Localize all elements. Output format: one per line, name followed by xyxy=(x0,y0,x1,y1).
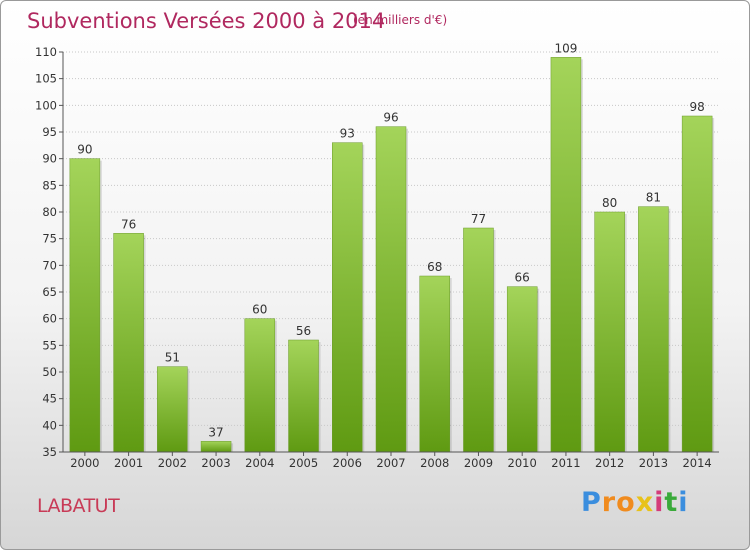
y-tick-label: 90 xyxy=(42,152,57,166)
y-tick-label: 100 xyxy=(35,98,57,112)
y-tick-label: 40 xyxy=(42,418,57,432)
bar xyxy=(332,142,363,453)
y-tick-label: 75 xyxy=(42,232,57,246)
bar-value-label: 77 xyxy=(471,212,486,226)
y-tick-label: 95 xyxy=(42,125,57,139)
y-tick-label: 55 xyxy=(42,338,57,352)
commune-name: LABATUT xyxy=(37,495,120,517)
y-tick-label: 35 xyxy=(42,445,57,459)
logo-letter: t xyxy=(664,487,679,518)
x-tick-label: 2014 xyxy=(682,456,711,470)
y-tick-label: 60 xyxy=(42,312,57,326)
bar-value-label: 109 xyxy=(554,41,577,55)
y-tick-label: 45 xyxy=(42,392,57,406)
x-tick-label: 2006 xyxy=(333,456,362,470)
bar-value-label: 56 xyxy=(296,324,311,338)
bar xyxy=(69,158,101,453)
bar-value-label: 76 xyxy=(121,217,136,231)
bar-value-label: 68 xyxy=(427,260,442,274)
y-tick-label: 80 xyxy=(42,205,57,219)
bar-value-label: 96 xyxy=(383,111,398,125)
y-tick-label: 105 xyxy=(35,72,57,86)
x-tick-label: 2002 xyxy=(158,456,187,470)
logo-letter: o xyxy=(616,487,636,518)
logo-letter: i xyxy=(678,487,689,518)
y-tick-label: 110 xyxy=(35,45,57,59)
bar-value-label: 60 xyxy=(252,303,267,317)
bar-value-label: 51 xyxy=(165,351,180,365)
bar xyxy=(244,318,276,453)
bar xyxy=(157,366,188,453)
x-tick-label: 2005 xyxy=(289,456,318,470)
bar-value-label: 90 xyxy=(77,143,92,157)
x-tick-label: 2013 xyxy=(639,456,668,470)
y-tick-label: 70 xyxy=(42,258,57,272)
bar-value-label: 93 xyxy=(340,127,355,141)
chart-title: Subventions Versées 2000 à 2014 xyxy=(27,9,386,33)
bar-value-label: 66 xyxy=(515,271,530,285)
x-tick-label: 2012 xyxy=(595,456,624,470)
bar xyxy=(419,275,450,453)
bar xyxy=(550,57,582,453)
logo-letter: r xyxy=(601,487,617,518)
x-tick-label: 2011 xyxy=(551,456,580,470)
logo-letter: x xyxy=(635,487,655,518)
x-tick-label: 2004 xyxy=(245,456,274,470)
bar xyxy=(200,441,232,453)
logo-letter: i xyxy=(654,487,665,518)
logo-letter: P xyxy=(581,487,602,518)
x-tick-label: 2007 xyxy=(376,456,405,470)
y-tick-label: 65 xyxy=(42,285,57,299)
bar xyxy=(113,233,144,453)
y-tick-label: 50 xyxy=(42,365,57,379)
bar xyxy=(638,206,669,453)
bar xyxy=(463,227,494,453)
x-tick-label: 2003 xyxy=(201,456,230,470)
bar xyxy=(375,126,407,453)
y-tick-label: 85 xyxy=(42,178,57,192)
bar-value-label: 37 xyxy=(208,425,223,439)
x-tick-label: 2000 xyxy=(70,456,99,470)
x-tick-label: 2008 xyxy=(420,456,449,470)
bar-value-label: 98 xyxy=(689,100,704,114)
x-tick-label: 2009 xyxy=(464,456,493,470)
bar xyxy=(594,211,625,453)
x-tick-label: 2001 xyxy=(114,456,143,470)
proxiti-logo: Proxiti xyxy=(581,487,689,518)
bar xyxy=(681,115,713,453)
bar xyxy=(506,286,538,453)
bar-value-label: 81 xyxy=(646,191,661,205)
bar-value-label: 80 xyxy=(602,196,617,210)
unit-note: (en milliers d'€) xyxy=(353,13,448,27)
x-tick-label: 2010 xyxy=(508,456,537,470)
bar xyxy=(288,339,319,453)
